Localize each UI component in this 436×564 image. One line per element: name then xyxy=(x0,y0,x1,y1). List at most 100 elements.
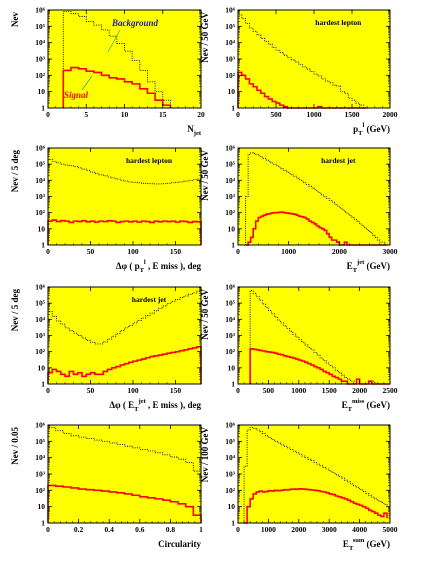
x-tick-label: 1000 xyxy=(307,110,322,119)
x-tick-label: 1500 xyxy=(345,110,360,119)
x-axis-label-sub: T xyxy=(140,267,145,274)
x-tick-label: 1000 xyxy=(261,525,276,534)
x-tick-label: 500 xyxy=(270,110,282,119)
background-histogram xyxy=(245,152,388,246)
x-tick-label: 0.2 xyxy=(74,525,84,534)
background-histogram xyxy=(47,158,202,245)
x-axis-label-main: Δφ ( E xyxy=(109,400,134,410)
x-axis-label: pTl (GeV) xyxy=(353,122,390,137)
x-axis-label-main: N xyxy=(187,124,194,134)
x-axis-label-sup: jet xyxy=(356,259,365,266)
x-tick-label: 0 xyxy=(236,247,240,256)
y-tick-label: 10⁵ xyxy=(225,299,236,308)
x-tick-label: 0 xyxy=(236,525,240,534)
x-tick-label: 0 xyxy=(236,386,240,395)
x-axis-label-sup: l xyxy=(144,259,146,266)
x-axis-label-sub: T xyxy=(134,406,139,413)
y-tick-label: 1 xyxy=(231,519,235,528)
x-tick-label: 5000 xyxy=(383,525,398,534)
y-tick-label: 10 xyxy=(38,87,46,96)
y-tick-label: 10⁴ xyxy=(35,38,46,47)
background-histogram xyxy=(47,290,202,384)
y-axis-label: Nev / 50 GeV xyxy=(200,12,210,63)
x-axis-label: Δφ ( ETjet , E miss ), deg xyxy=(109,398,201,413)
y-tick-label: 10² xyxy=(225,71,236,80)
y-tick-label: 1 xyxy=(231,380,235,389)
plot-area xyxy=(238,148,390,245)
y-tick-label: 10² xyxy=(35,208,46,217)
panel-annotation: hardest jet xyxy=(132,295,167,304)
x-tick-label: 4000 xyxy=(352,525,367,534)
x-tick-label: 0.4 xyxy=(105,525,115,534)
panel-annotation: hardest lepton xyxy=(126,156,173,165)
y-tick-label: 10⁵ xyxy=(225,160,236,169)
legend-background-label: Background xyxy=(111,18,159,28)
y-tick-label: 10 xyxy=(228,224,236,233)
y-axis-label: Nev / 100 GeV xyxy=(200,427,210,483)
y-tick-label: 1 xyxy=(41,519,45,528)
legend: Background Signal xyxy=(64,18,159,100)
x-axis-label-main: E xyxy=(342,400,348,410)
x-axis-label-tail: , E miss ), deg xyxy=(148,261,202,271)
x-tick-label: 0 xyxy=(46,247,50,256)
signal-histogram xyxy=(47,484,202,523)
x-axis-label-sub: T xyxy=(358,130,363,137)
panel-4: 1 10 10² 10³ 10⁴ 10⁵ 10⁶ 0 1000 2000 3000 Nev / 50 … xyxy=(200,144,398,275)
x-tick-label: 5 xyxy=(84,110,88,119)
y-tick-label: 10⁴ xyxy=(225,176,236,185)
y-tick-label: 10⁴ xyxy=(225,453,236,462)
legend-signal-label: Signal xyxy=(64,90,89,100)
x-tick-label: 15 xyxy=(159,110,167,119)
x-axis-label-tail: (GeV) xyxy=(367,539,391,549)
x-axis-label-sup: sum xyxy=(353,537,365,544)
x-tick-label: 3000 xyxy=(383,247,398,256)
y-tick-label: 1 xyxy=(41,380,45,389)
y-axis-label: Nev / 0.05 xyxy=(10,427,20,465)
x-axis-label-tail: (GeV) xyxy=(367,400,391,410)
y-tick-label: 10⁴ xyxy=(225,38,236,47)
legend-signal-pointer xyxy=(81,75,93,91)
background-histogram xyxy=(62,11,171,108)
x-axis-label-sub: jet xyxy=(193,130,202,137)
x-tick-label: 1000 xyxy=(281,247,296,256)
y-tick-label: 10⁵ xyxy=(35,160,46,169)
x-tick-label: 2000 xyxy=(383,110,398,119)
x-tick-label: 100 xyxy=(127,386,139,395)
x-axis-label-main: E xyxy=(347,261,353,271)
x-axis-label: Circularity xyxy=(158,539,201,549)
signal-histogram xyxy=(47,219,202,245)
y-tick-label: 10 xyxy=(228,363,236,372)
x-tick-label: 150 xyxy=(170,247,182,256)
x-tick-label: 100 xyxy=(127,247,139,256)
y-tick-label: 1 xyxy=(41,241,45,250)
x-tick-label: 500 xyxy=(263,386,275,395)
x-axis-label: ETjet (GeV) xyxy=(347,259,390,274)
background-histogram xyxy=(249,290,390,385)
x-axis-label: ETsum (GeV) xyxy=(343,537,390,552)
y-tick-label: 10 xyxy=(228,502,236,511)
x-tick-label: 0.6 xyxy=(135,525,145,534)
plot-area xyxy=(48,287,201,384)
y-tick-label: 10⁵ xyxy=(225,437,236,446)
y-tick-label: 10 xyxy=(38,363,46,372)
x-axis-label-tail: , E miss ), deg xyxy=(148,400,202,410)
panel-7: 1 10 10² 10³ 10⁴ 10⁵ 10⁶ 0 0.2 0.4 0.6 0.8 1 Nev / 0.… xyxy=(10,421,203,550)
background-histogram xyxy=(47,427,202,523)
panel-8: 1 10 10² 10³ 10⁴ 10⁵ 10⁶ 0 1000 2000 3000 4000 5000 N… xyxy=(200,421,398,553)
y-tick-label: 10⁶ xyxy=(225,421,236,430)
plot-area xyxy=(48,148,201,245)
x-tick-label: 20 xyxy=(197,110,205,119)
panel-5: 1 10 10² 10³ 10⁴ 10⁵ 10⁶ 0 50 100 150 Nev / 5 deg Δφ… xyxy=(10,283,202,413)
x-tick-label: 1 xyxy=(199,525,203,534)
y-tick-label: 10⁶ xyxy=(35,421,46,430)
y-tick-label: 10 xyxy=(38,502,46,511)
y-tick-label: 1 xyxy=(231,104,235,113)
x-axis-label-sup: jet xyxy=(138,398,147,405)
x-axis-label-sub: T xyxy=(349,545,354,552)
x-axis-label-sub: T xyxy=(348,406,353,413)
x-axis-label: Njet xyxy=(187,124,202,137)
y-tick-label: 10⁶ xyxy=(225,144,236,153)
plot-area xyxy=(238,10,390,108)
x-tick-label: 1000 xyxy=(291,386,306,395)
